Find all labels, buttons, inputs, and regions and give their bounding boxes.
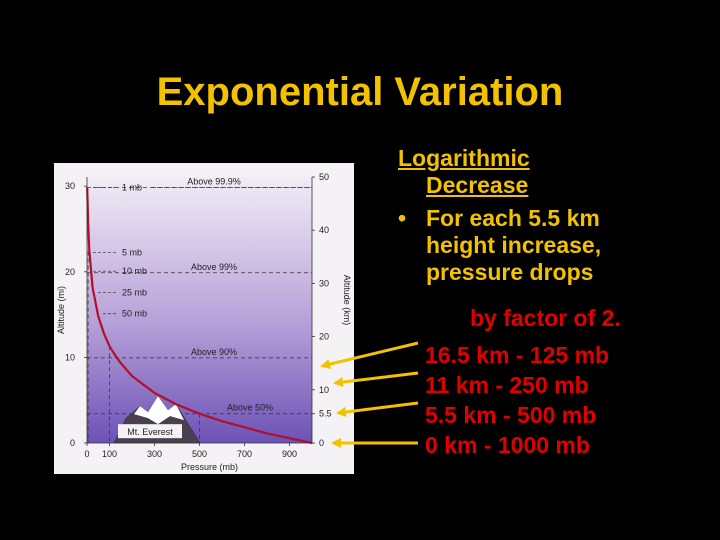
curve-point [266, 432, 268, 435]
left-tick-label: 0 [70, 438, 75, 448]
x-tick-label: 900 [282, 449, 297, 459]
x-tick-label: 700 [237, 449, 252, 459]
results-list: 16.5 km - 125 mb 11 km - 250 mb 5.5 km -… [425, 340, 609, 460]
bullet-marker: • [398, 205, 407, 231]
right-tick-label: 30 [319, 278, 329, 288]
curve-point [153, 392, 156, 394]
slide-title: Exponential Variation [156, 70, 564, 114]
right-tick-label: 10 [319, 385, 329, 395]
x-tick-label: 100 [102, 449, 117, 459]
factor-line: by factor of 2. [470, 305, 621, 331]
percent-label: Above 50% [227, 403, 273, 413]
right-tick-label: 5.5 [319, 409, 332, 419]
curve-point [176, 403, 178, 406]
bullet-item: • For each 5.5 km height increase, press… [398, 205, 714, 286]
bullet-line-3: pressure drops [426, 259, 594, 285]
left-tick-label: 20 [65, 267, 75, 277]
curve-point [142, 383, 145, 386]
pressure-altitude-chart: Above 99.9% Above 99% Above 90% Above 50% Mt… [54, 163, 354, 474]
curve-point [97, 315, 100, 318]
bullet-line-2: height increase, [426, 232, 602, 258]
result-item: 16.5 km - 125 mb [425, 342, 610, 368]
curve-group [86, 186, 313, 445]
curve-point [103, 332, 105, 335]
x-axis-label: Pressure (mb) [181, 462, 238, 472]
right-tick-label: 50 [319, 172, 329, 182]
result-item: 0 km - 1000 mb [425, 432, 590, 458]
chart-labels: Above 99.9% Above 99% Above 90% Above 50% Mt… [56, 172, 352, 472]
pressure-label: 1 mb [122, 183, 142, 193]
curve-point [221, 420, 223, 422]
right-tick-label: 40 [319, 225, 329, 235]
curve-point [131, 375, 133, 377]
result-item: 11 km - 250 mb [425, 372, 589, 398]
percent-label: Above 90% [191, 347, 237, 357]
pressure-label: 10 mb [122, 266, 147, 276]
left-tick-label: 30 [65, 181, 75, 191]
left-axis-label: Altitude (mi) [56, 286, 66, 334]
left-tick-label: 10 [65, 352, 75, 362]
x-tick-label: 500 [192, 449, 207, 459]
curve-point [114, 354, 116, 357]
percent-label: Above 99.9% [187, 177, 241, 187]
pressure-label: 25 mb [122, 287, 147, 297]
x-tick-label: 0 [84, 449, 89, 459]
curve-point [119, 362, 122, 364]
axes-group [84, 176, 315, 446]
x-tick-label: 300 [147, 449, 162, 459]
heading-line-1: Logarithmic [398, 145, 530, 171]
pressure-label: 50 mb [122, 309, 147, 319]
right-tick-label: 0 [319, 438, 324, 448]
bullet-line-1: For each 5.5 km [426, 205, 600, 231]
mountain-label-bg [118, 424, 182, 439]
curve-point [87, 221, 89, 224]
right-axis-label: Altitude (km) [342, 275, 352, 326]
curve-point [198, 412, 201, 415]
percent-label: Above 99% [191, 262, 237, 272]
heading: Logarithmic Decrease [398, 145, 714, 199]
pressure-label: 5 mb [122, 248, 142, 258]
heading-line-2: Decrease [426, 172, 529, 198]
curve-point [88, 249, 91, 252]
result-item: 5.5 km - 500 mb [425, 402, 597, 428]
plot-area [87, 177, 312, 443]
mountain-snow [134, 396, 184, 425]
right-tick-label: 20 [319, 332, 329, 342]
text-block: Logarithmic Decrease • For each 5.5 km h… [398, 145, 714, 286]
mountain-label: Mt. Everest [127, 427, 173, 437]
mountain-group [113, 395, 201, 444]
curve-point [91, 286, 94, 289]
curve-point [108, 345, 111, 347]
